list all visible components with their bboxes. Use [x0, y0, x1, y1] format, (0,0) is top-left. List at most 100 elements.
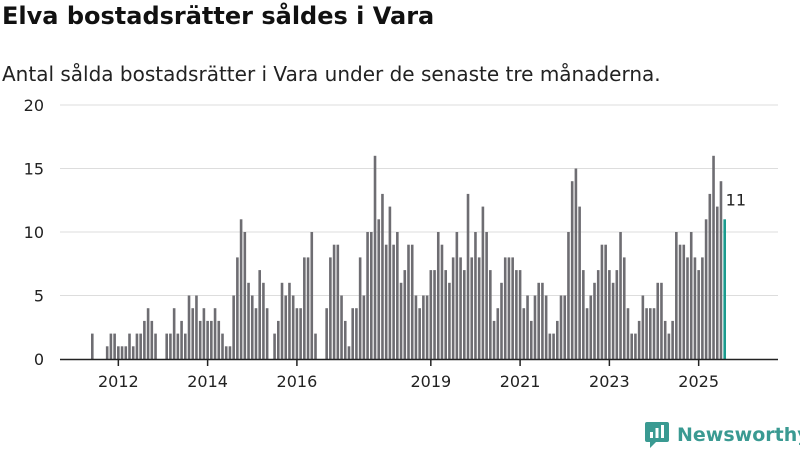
bar: [645, 308, 648, 359]
brand-name: Newsworthy: [677, 424, 800, 446]
bar: [384, 244, 388, 359]
bar: [362, 295, 366, 359]
bar: [332, 244, 336, 359]
bar: [206, 320, 209, 359]
bar: [109, 333, 113, 359]
bar: [258, 270, 261, 359]
bar-latest: [723, 219, 726, 359]
bar: [117, 346, 120, 359]
bar: [295, 308, 299, 359]
bar: [552, 333, 555, 359]
bar: [388, 206, 392, 359]
y-tick-label: 5: [34, 287, 44, 306]
bar: [124, 346, 128, 359]
bar: [91, 333, 94, 359]
bar: [656, 282, 660, 359]
bar: [288, 282, 291, 359]
bar: [686, 257, 689, 359]
bar: [370, 232, 373, 359]
bar: [325, 308, 328, 359]
bar: [500, 282, 503, 359]
x-tick-label: 2025: [678, 372, 719, 391]
bar: [600, 244, 604, 359]
y-tick-label: 0: [34, 350, 44, 369]
bar: [113, 333, 116, 359]
bar: [459, 257, 462, 359]
bar: [667, 333, 671, 359]
bar: [187, 295, 191, 359]
bar: [567, 232, 570, 359]
bar: [608, 270, 611, 359]
bar: [169, 333, 172, 359]
x-tick-label: 2023: [589, 372, 630, 391]
bar: [373, 155, 377, 359]
chart-subtitle: Antal sålda bostadsrätter i Vara under d…: [2, 62, 661, 86]
bar: [556, 320, 559, 359]
bar: [448, 282, 451, 359]
bar: [574, 168, 578, 359]
bar: [433, 270, 436, 359]
bar: [299, 308, 302, 359]
bar: [429, 270, 433, 359]
bar: [715, 206, 719, 359]
bar: [165, 333, 168, 359]
bar: [537, 282, 540, 359]
bar: [195, 295, 198, 359]
bar: [697, 270, 700, 359]
bar: [366, 232, 369, 359]
bar: [693, 257, 697, 359]
bar: [489, 270, 492, 359]
x-tick-label: 2012: [98, 372, 139, 391]
bar: [570, 181, 574, 359]
bar: [262, 282, 265, 359]
bar: [280, 282, 284, 359]
bar: [611, 282, 615, 359]
bar: [414, 295, 418, 359]
x-tick-label: 2019: [410, 372, 451, 391]
bar: [682, 244, 686, 359]
bar: [444, 270, 447, 359]
bar: [589, 295, 593, 359]
bar: [422, 295, 425, 359]
bar: [544, 295, 548, 359]
bar: [637, 320, 641, 359]
bar: [198, 320, 202, 359]
bar: [466, 193, 470, 359]
bar: [596, 270, 600, 359]
bar: [481, 206, 485, 359]
bar: [474, 232, 477, 359]
bar: [336, 244, 340, 359]
bar: [529, 320, 533, 359]
bar: [396, 232, 399, 359]
bar: [358, 257, 362, 359]
bar: [314, 333, 317, 359]
bar: [541, 282, 544, 359]
bar: [559, 295, 563, 359]
bar: [622, 257, 626, 359]
bar: [652, 308, 656, 359]
bar: [704, 219, 708, 359]
bar: [273, 333, 276, 359]
bar: [582, 270, 585, 359]
brand-logo: Newsworthy: [644, 420, 800, 450]
bar: [518, 270, 522, 359]
bar: [243, 232, 247, 359]
bar: [507, 257, 511, 359]
bar: [128, 333, 131, 359]
bar: [678, 244, 682, 359]
bar: [533, 295, 537, 359]
bar: [131, 346, 135, 359]
bar: [407, 244, 410, 359]
bar: [463, 270, 466, 359]
bar: [689, 232, 693, 359]
bar: [451, 257, 455, 359]
bar: [120, 346, 124, 359]
bar: [578, 206, 581, 359]
bar: [347, 346, 351, 359]
bar: [351, 308, 354, 359]
bar: [135, 333, 139, 359]
bar: [239, 219, 243, 359]
bar: [303, 257, 306, 359]
bar: [526, 295, 529, 359]
bar: [615, 270, 619, 359]
